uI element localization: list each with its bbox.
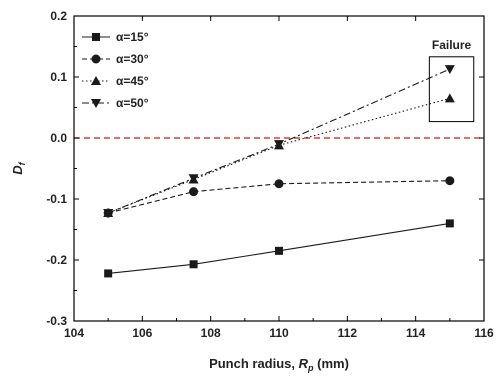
x-tick-label: 104 xyxy=(64,326,84,340)
y-tick-label: 0.0 xyxy=(50,131,67,145)
x-axis-title-unit: (mm) xyxy=(314,356,349,371)
legend-label: α=15° xyxy=(116,30,149,44)
data-point xyxy=(445,176,455,186)
legend-item-1: α=15° xyxy=(82,30,149,44)
data-point xyxy=(274,140,284,150)
legend-label: α=30° xyxy=(116,52,149,66)
data-point xyxy=(275,246,283,255)
y-axis-title-symbol: D xyxy=(10,165,25,175)
y-axis-title: Df xyxy=(10,161,27,174)
legend-marker xyxy=(91,99,101,108)
legend-marker xyxy=(91,76,101,85)
x-tick-label: 114 xyxy=(406,326,426,340)
legend-item-3: α=45° xyxy=(82,74,149,88)
tick-layer: 104 106 108 110 112 114 116 -0.3 -0.2 -0.1 0.0 0.1 0… xyxy=(46,9,494,340)
y-axis-title-subscript: f xyxy=(17,161,27,165)
series-line xyxy=(107,68,451,214)
series-2 xyxy=(103,176,455,218)
legend-marker xyxy=(91,54,101,64)
x-axis-title-subscript: p xyxy=(307,363,314,373)
legend-label: α=50° xyxy=(116,96,149,110)
data-point xyxy=(104,269,113,278)
x-axis-title-symbol: R xyxy=(299,356,309,371)
legend-marker xyxy=(92,33,100,41)
series-3 xyxy=(103,93,455,218)
series-layer xyxy=(103,65,455,278)
data-point xyxy=(274,179,284,189)
data-point xyxy=(189,187,199,197)
series-4 xyxy=(103,65,455,219)
data-point xyxy=(445,219,454,228)
legend-item-2: α=30° xyxy=(82,52,149,66)
x-axis-title-main: Punch radius, xyxy=(209,356,299,371)
y-tick-label: 0.1 xyxy=(50,70,67,84)
failure-label: Failure xyxy=(432,38,472,52)
legend: α=15° α=30° α=45° α=50° xyxy=(82,30,149,110)
x-tick-label: 116 xyxy=(474,326,494,340)
data-point xyxy=(188,174,199,184)
y-tick-label: -0.2 xyxy=(46,253,67,267)
data-point xyxy=(103,209,114,219)
x-tick-label: 106 xyxy=(132,326,152,340)
x-axis-title: Punch radius, Rp (mm) xyxy=(209,356,349,373)
x-tick-label: 108 xyxy=(201,326,221,340)
y-tick-label: -0.3 xyxy=(46,314,67,328)
failure-box xyxy=(428,56,475,123)
data-point xyxy=(189,260,198,269)
data-point xyxy=(444,93,455,103)
series-line xyxy=(108,222,450,274)
series-1 xyxy=(104,219,454,278)
failure-annotation: Failure xyxy=(428,38,475,123)
data-point xyxy=(444,65,455,75)
legend-label: α=45° xyxy=(116,74,149,88)
x-tick-label: 110 xyxy=(269,326,289,340)
legend-item-4: α=50° xyxy=(82,96,149,110)
y-tick-label: -0.1 xyxy=(46,192,67,206)
series-line xyxy=(108,180,450,214)
series-line xyxy=(107,97,450,214)
x-tick-label: 112 xyxy=(338,326,358,340)
y-tick-label: 0.2 xyxy=(50,9,67,23)
